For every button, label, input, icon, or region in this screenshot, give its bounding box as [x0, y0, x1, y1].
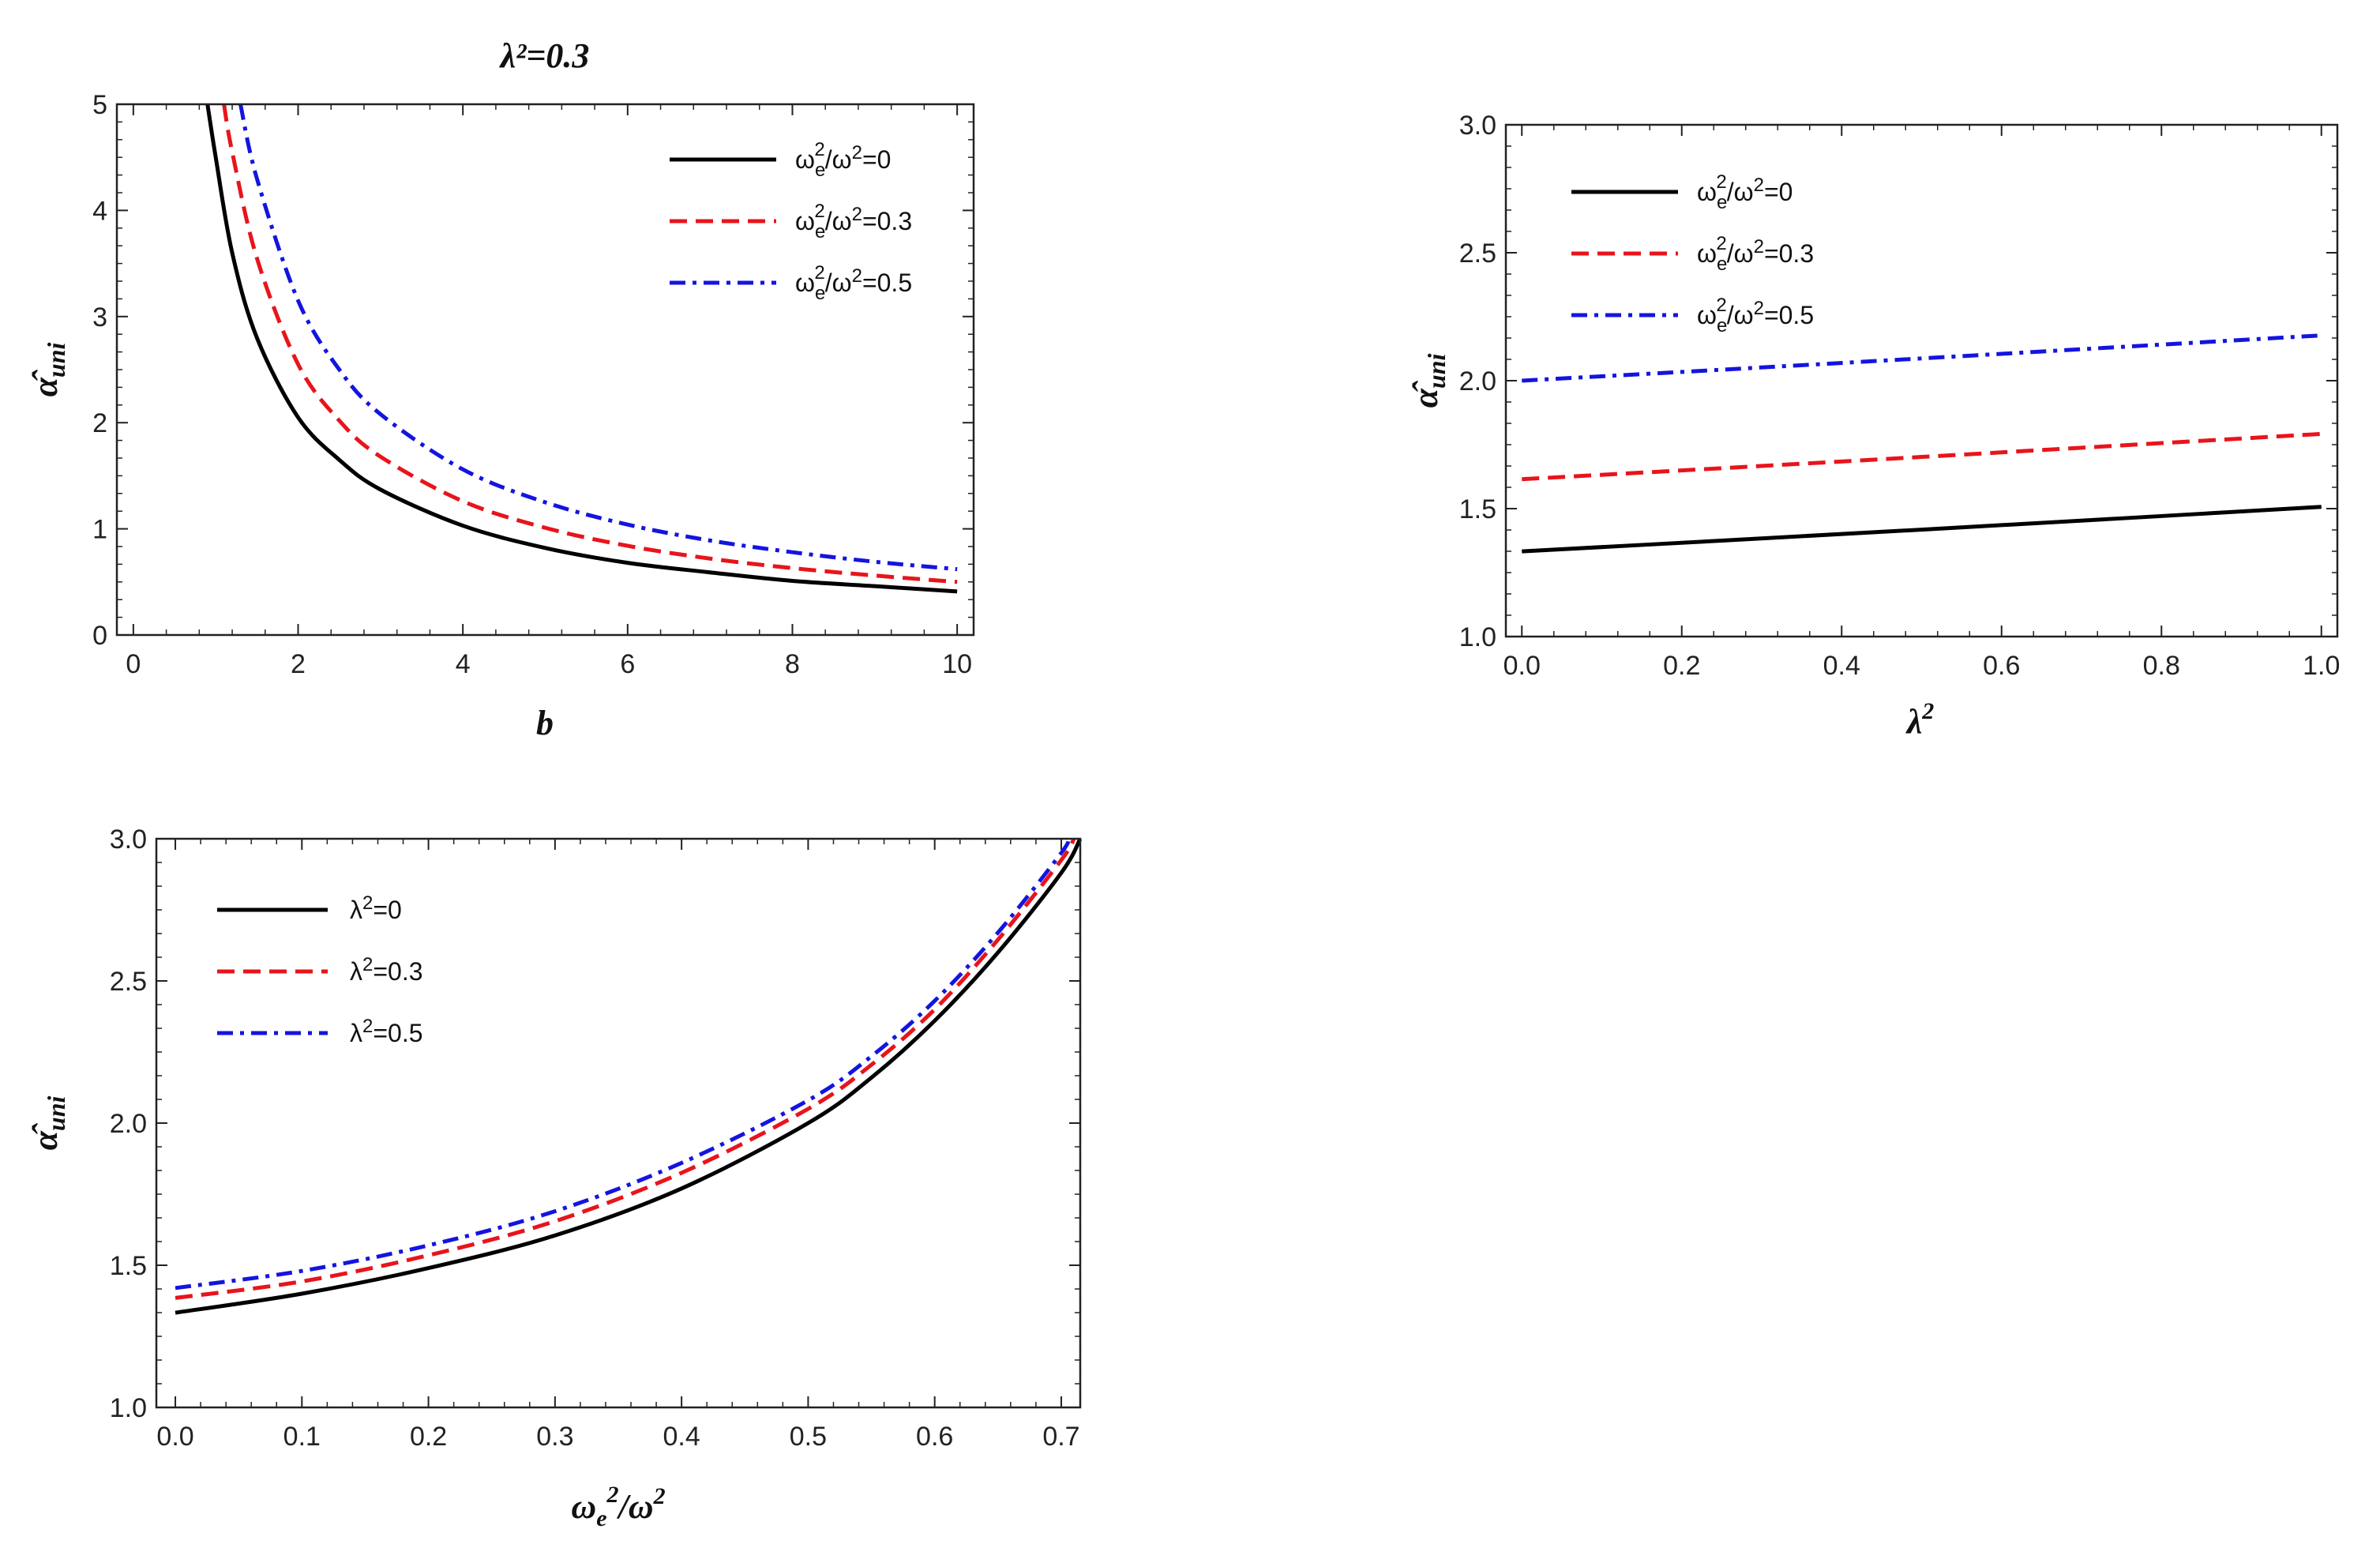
panel-lambda-xtick-label: 0.8: [2143, 651, 2180, 681]
panel-lambda-xtick-label: 0.2: [1663, 651, 1700, 681]
panel-omega-ytick-label: 1.5: [110, 1251, 147, 1281]
panel-lambda-ytick-label: 3.0: [1459, 111, 1496, 141]
panel-b-ylabel-text: α̂uni: [26, 342, 70, 396]
panel-b-xtick-label: 10: [942, 649, 972, 679]
panel-omega-ylabel-text: α̂uni: [26, 1095, 70, 1150]
panel-omega-ytick-label: 2.5: [110, 967, 147, 997]
panel-b-xtick-label: 6: [620, 649, 635, 679]
panel-lambda-xtick-label: 0.0: [1503, 651, 1541, 681]
panel-b-xtick-label: 0: [126, 649, 141, 679]
panel-lambda-legend-label: ωe2/ω2=0: [1697, 171, 1793, 213]
panel-b-xtick-label: 8: [785, 649, 800, 679]
panel-b-series-1-line: [222, 103, 958, 584]
panel-lambda-series-2-line: [1522, 333, 2322, 383]
panel-lambda-ticks: 0.0 0.2 0.4 0.6 0.8 1.0 1.0 1.5 2.0 2.5 3.0: [1459, 111, 2341, 681]
panel-lambda-series-1-line: [1522, 431, 2322, 482]
panel-lambda-xlabel: λ2: [1905, 698, 1935, 741]
panel-b-legend: ωe2/ω2=0 ωe2/ω2=0.3 ωe2/ω2=0.5: [670, 139, 912, 304]
panel-b-ytick-label: 0: [92, 621, 107, 651]
panel-omega-series-1-line: [175, 837, 1076, 1300]
panel-b-series-2-line: [238, 103, 958, 572]
panel-omega-ylabel: α̂uni: [26, 1095, 70, 1150]
panel-omega-ticks: 0.0 0.1 0.2 0.3 0.4 0.5 0.6 0.7 1.0 1.5 2.0 2.5 3.0: [110, 825, 1080, 1452]
panel-lambda-frame: [1504, 123, 2339, 638]
panel-lambda-ytick-label: 1.5: [1459, 494, 1496, 524]
panel-omega-frame: [155, 837, 1082, 1409]
panel-b-xtick-label: 2: [291, 649, 306, 679]
panel-b-ticks: 0 2 4 6 8 10 0 1 2 3 4 5: [92, 90, 974, 679]
panel-lambda-plot: 0.0 0.2 0.4 0.6 0.8 1.0 1.0 1.5 2.0 2.5 3.0 λ2 α̂u…: [1406, 111, 2340, 741]
panel-omega-xlabel: ωe2/ω2: [571, 1482, 665, 1531]
panel-b-legend-label: ωe2/ω2=0.5: [795, 262, 912, 304]
panel-omega-ytick-label: 3.0: [110, 825, 147, 855]
panel-lambda-ylabel-text: α̂uni: [1406, 353, 1451, 408]
panel-lambda-legend-label: ωe2/ω2=0.5: [1697, 295, 1814, 336]
panel-b-frame: [115, 103, 975, 637]
panel-b-curves: [205, 103, 958, 594]
panel-b-ytick-label: 5: [92, 90, 107, 120]
panel-omega-series-2-line: [175, 837, 1071, 1291]
panel-omega-series-0-line: [175, 837, 1083, 1315]
panel-b-ytick-label: 4: [92, 196, 107, 226]
panel-lambda-curves: [1522, 333, 2322, 554]
panel-omega-legend: λ2=0 λ2=0.3 λ2=0.5: [217, 892, 423, 1047]
panel-b-series-0-line: [205, 103, 958, 594]
panel-lambda-series-0-line: [1522, 505, 2322, 554]
panel-b-legend-label: ωe2/ω2=0.3: [795, 201, 912, 242]
panel-omega-ytick-label: 2.0: [110, 1109, 147, 1139]
panel-b-ytick-label: 1: [92, 515, 107, 545]
panel-omega-plot: 0.0 0.1 0.2 0.3 0.4 0.5 0.6 0.71.01.52.02.53.0 …: [26, 825, 1083, 1531]
panel-lambda-ytick-label: 1.0: [1459, 622, 1496, 652]
panel-lambda-legend-label: ωe2/ω2=0.3: [1697, 233, 1814, 275]
panel-lambda-ytick-label: 2.5: [1459, 239, 1496, 269]
panel-lambda-xtick-label: 0.4: [1823, 651, 1860, 681]
panel-omega-xtick-label: 0.1: [283, 1422, 321, 1452]
panel-omega-xtick-label: 0.6: [916, 1422, 953, 1452]
panel-b-legend-label: ωe2/ω2=0: [795, 139, 891, 181]
panel-lambda-xtick-label: 1.0: [2303, 651, 2340, 681]
panel-b-ytick-label: 3: [92, 302, 107, 333]
panel-omega-legend-label: λ2=0: [350, 892, 402, 924]
panel-omega-curves: [175, 837, 1083, 1315]
panel-b-ytick-label: 2: [92, 408, 107, 438]
panel-lambda-legend: ωe2/ω2=0 ωe2/ω2=0.3 ωe2/ω2=0.5: [1571, 171, 1814, 336]
panel-b-xlabel: b: [536, 704, 554, 742]
panel-b-title: λ²=0.3: [499, 36, 590, 75]
panel-omega-legend-label: λ2=0.5: [350, 1016, 423, 1047]
panel-omega-xtick-label: 0.4: [663, 1422, 700, 1452]
panel-omega-ytick-label: 1.0: [110, 1393, 147, 1423]
panel-omega-xtick-label: 0.7: [1042, 1422, 1079, 1452]
panel-omega-xtick-label: 0.0: [156, 1422, 193, 1452]
panel-omega-xtick-label: 0.5: [790, 1422, 827, 1452]
panel-omega-xtick-label: 0.2: [410, 1422, 447, 1452]
panel-b-xtick-label: 4: [456, 649, 471, 679]
panel-lambda-ylabel: α̂uni: [1406, 353, 1451, 408]
panel-b-ylabel: α̂uni: [26, 342, 70, 396]
panel-omega-xtick-label: 0.3: [536, 1422, 573, 1452]
panel-lambda-ytick-label: 2.0: [1459, 366, 1496, 396]
panel-omega-legend-label: λ2=0.3: [350, 954, 423, 986]
panel-lambda-xtick-label: 0.6: [1983, 651, 2020, 681]
